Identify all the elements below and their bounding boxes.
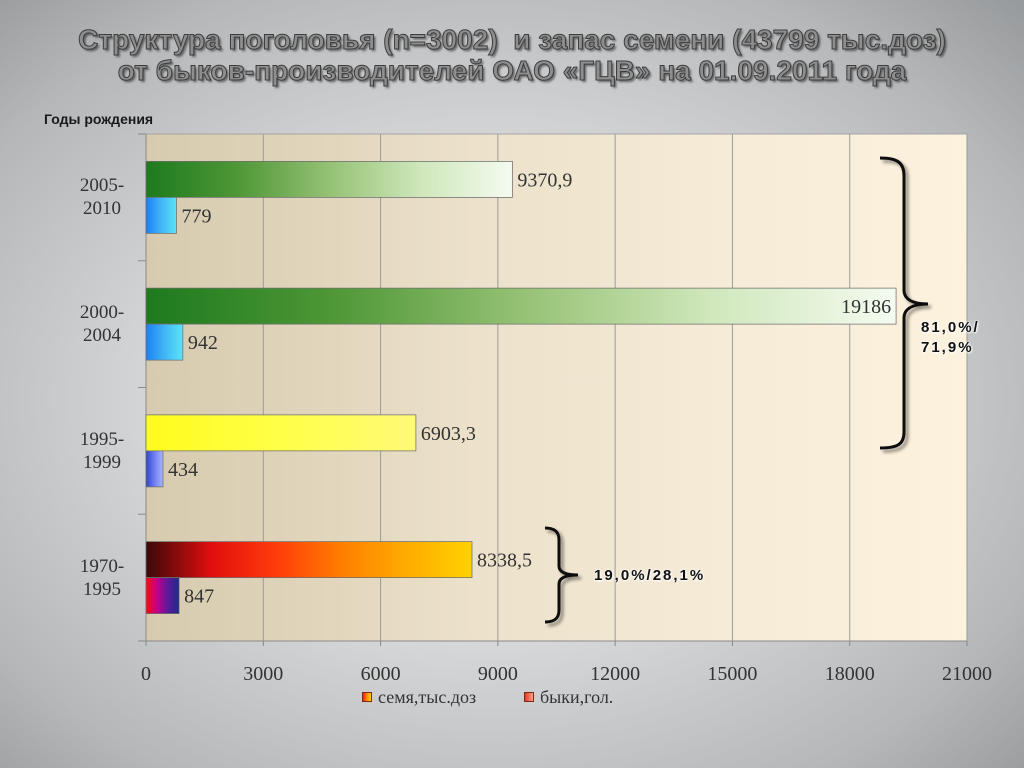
bulls-data-label-2000-2004: 942 — [188, 332, 218, 354]
annotation-share-bottom-group: 19,0%/28,1% — [594, 567, 706, 584]
x-tick-label: 15000 — [707, 663, 757, 685]
bulls-bar-1970-1995 — [145, 577, 180, 614]
annotation-share-top-groups: 81,0%/ 71,9% — [921, 319, 980, 356]
x-tick-labels: 0 3000 6000 9000 12000 15000 18000 21000 — [141, 663, 992, 685]
x-tick-label: 3000 — [243, 663, 283, 685]
semen-data-label-2000-2004: 19186 — [841, 296, 891, 318]
x-tick-label: 0 — [141, 663, 151, 685]
semen-data-label-2005-2010: 9370,9 — [517, 169, 572, 191]
bulls-data-label-1995-1999: 434 — [168, 459, 198, 481]
x-tick-label: 21000 — [942, 663, 992, 685]
x-tick-label: 6000 — [361, 663, 401, 685]
bulls-bar-2000-2004 — [145, 323, 184, 361]
semen-bar-1970-1995 — [145, 541, 473, 578]
legend-label-semen: семя,тыс.доз — [378, 687, 477, 707]
data-labels: 9370,9 779 19186 942 6903,3 434 8338,5 847 — [168, 169, 891, 607]
semen-bar-1995-1999 — [145, 414, 417, 452]
bulls-data-label-2005-2010: 779 — [181, 205, 211, 227]
category-label-1995-1999: 1995-1999 — [79, 428, 125, 473]
semen-data-label-1970-1995: 8338,5 — [477, 550, 532, 572]
legend-label-bulls: быки,гол. — [540, 687, 614, 707]
legend-swatch-bulls — [524, 692, 534, 702]
category-label-2005-2010: 2005-2010 — [79, 175, 125, 220]
y-axis-title: Годы рождения — [44, 111, 154, 127]
bulls-bar-2005-2010 — [145, 197, 177, 234]
chart-title: Структура поголовья (n=3002) и запас сем… — [78, 24, 947, 87]
bracket-bottom-group — [544, 526, 579, 624]
bulls-data-label-1970-1995: 847 — [184, 586, 214, 608]
x-tick-label: 9000 — [478, 663, 518, 685]
legend-item-bulls: быки,гол. — [524, 687, 613, 707]
semen-bar-2000-2004 — [145, 287, 897, 325]
x-tick-label: 18000 — [825, 663, 875, 685]
legend-swatch-semen — [362, 692, 372, 702]
category-label-1970-1995: 1970-1995 — [79, 555, 125, 600]
bulls-bar-1995-1999 — [145, 450, 164, 488]
semen-data-label-1995-1999: 6903,3 — [421, 423, 476, 445]
category-label-2000-2004: 2000-2004 — [79, 302, 125, 347]
legend-item-semen: семя,тыс.доз — [362, 687, 476, 707]
bracket-top-groups — [879, 156, 929, 450]
semen-bar-2005-2010 — [145, 161, 513, 198]
x-tick-label: 12000 — [590, 663, 640, 685]
bars — [145, 161, 897, 614]
